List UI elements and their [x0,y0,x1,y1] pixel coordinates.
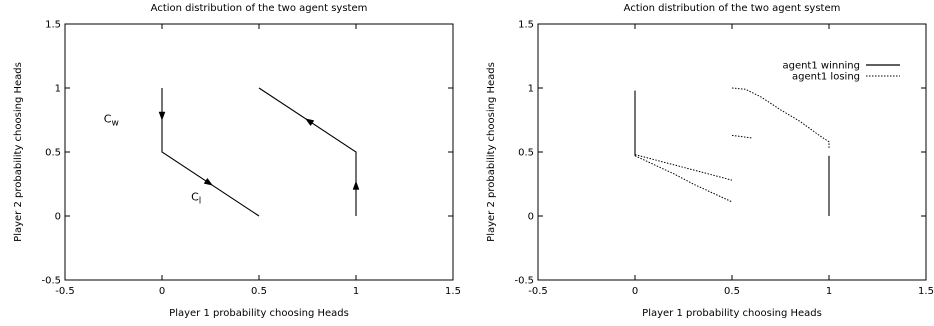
direction-arrow [304,118,315,127]
plot-frame [64,23,454,281]
direction-arrow [203,177,214,186]
series-agent1-losing-line [731,134,752,139]
x-axis-label: Player 1 probability choosing Heads [169,308,349,319]
y-tick-label: -0.5 [514,276,534,287]
legend-label: agent1 losing [792,72,860,83]
annotation-main: C [191,191,199,204]
x-tick-label: -0.5 [55,286,75,297]
annotation-subscript: l [199,197,202,207]
y-tick-label: 1 [528,84,534,95]
chart-title: Action distribution of the two agent sys… [624,3,841,14]
x-tick-label: 1 [826,286,832,297]
legend-label: agent1 winning [782,61,860,72]
y-tick-label: 0.5 [45,148,61,159]
x-axis-label: Player 1 probability choosing Heads [642,308,822,319]
chart-left: Action distribution of the two agent sys… [13,3,461,319]
series-1-line [258,87,357,216]
direction-arrow [352,180,360,190]
annotation-Cl: Cl [191,191,201,207]
plot-frame [537,23,927,281]
y-axis-label: Player 2 probability choosing Heads [13,62,24,242]
series-0-line [161,88,260,217]
y-tick-label: 1 [55,84,61,95]
annotation-main: C [104,113,112,126]
direction-arrow [158,111,166,121]
y-tick-label: -0.5 [41,276,61,287]
chart-title: Action distribution of the two agent sys… [151,3,368,14]
x-tick-label: 0 [159,286,165,297]
series-agent1-losing-line [634,155,733,203]
y-tick-label: 0.5 [518,148,534,159]
y-axis-label: Player 2 probability choosing Heads [486,62,497,242]
x-tick-label: 1.5 [445,286,461,297]
x-tick-label: 0.5 [251,286,267,297]
y-tick-label: 1.5 [45,20,61,31]
x-tick-label: 0 [632,286,638,297]
y-tick-label: 0 [528,212,534,223]
y-tick-label: 1.5 [518,20,534,31]
series-agent1-losing-line [731,87,830,150]
annotation-Cw: Cw [104,113,119,129]
chart-right: Action distribution of the two agent sys… [486,3,934,319]
x-tick-label: 1 [353,286,359,297]
y-tick-label: 0 [55,212,61,223]
annotation-subscript: w [111,119,118,129]
x-tick-label: -0.5 [528,286,548,297]
x-tick-label: 1.5 [918,286,934,297]
series-agent1-losing-line [634,154,733,181]
x-tick-label: 0.5 [724,286,740,297]
